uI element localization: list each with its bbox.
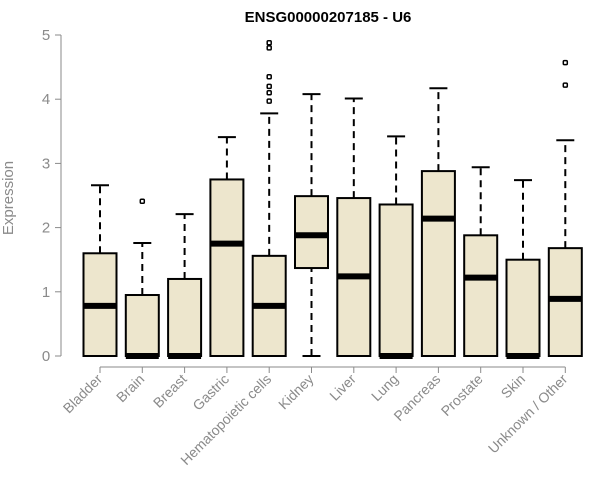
x-tick-label: Prostate: [438, 371, 486, 419]
x-tick-label: Skin: [498, 371, 529, 402]
y-tick-label: 3: [42, 155, 50, 172]
box-group: [422, 88, 455, 356]
outlier-point: [267, 91, 271, 95]
x-tick-label: Breast: [150, 371, 190, 411]
box-group: [549, 61, 582, 356]
outlier-point: [563, 83, 567, 87]
box-rect: [210, 179, 243, 356]
x-tick-label: Bladder: [60, 371, 106, 417]
x-tick-label: Kidney: [275, 371, 317, 413]
box-group: [464, 167, 497, 356]
x-tick-label: Pancreas: [390, 371, 443, 424]
box-rect: [549, 248, 582, 356]
box-group: [168, 214, 201, 356]
outlier-point: [563, 61, 567, 65]
box-group: [210, 137, 243, 356]
y-tick-label: 0: [42, 348, 50, 365]
box-group: [507, 180, 540, 356]
y-tick-label: 4: [42, 91, 50, 108]
y-axis: 0 1 2 3 4 5: [42, 27, 61, 365]
box-rect: [380, 204, 413, 356]
outlier-point: [267, 99, 271, 103]
y-tick-label: 1: [42, 284, 50, 301]
x-tick-label: Unknown / Other: [485, 371, 571, 457]
box-rect: [464, 235, 497, 356]
box-group: [295, 94, 328, 356]
x-tick-label: Brain: [113, 371, 147, 405]
outlier-point: [267, 84, 271, 88]
boxplot-chart: ENSG00000207185 - U6 Expression 0 1 2 3 4 5 B…: [0, 0, 600, 500]
y-axis-label: Expression: [0, 161, 17, 235]
box-group: [253, 41, 286, 356]
box-rect: [422, 171, 455, 356]
plot-area: [84, 41, 582, 356]
outlier-point: [267, 46, 271, 50]
y-tick-label: 2: [42, 220, 50, 237]
y-tick-label: 5: [42, 27, 50, 44]
x-tick-label: Lung: [368, 371, 401, 404]
box-group: [84, 185, 117, 356]
box-rect: [168, 279, 201, 356]
box-rect: [126, 295, 159, 356]
box-group: [126, 199, 159, 356]
box-group: [380, 136, 413, 356]
box-rect: [295, 196, 328, 268]
chart-title: ENSG00000207185 - U6: [245, 9, 412, 26]
x-tick-label: Liver: [326, 371, 359, 404]
box-group: [337, 99, 370, 356]
outlier-point: [267, 41, 271, 45]
outlier-point: [140, 199, 144, 203]
outlier-point: [267, 75, 271, 79]
chart-container: ENSG00000207185 - U6 Expression 0 1 2 3 4 5 B…: [0, 0, 600, 500]
box-rect: [507, 260, 540, 356]
